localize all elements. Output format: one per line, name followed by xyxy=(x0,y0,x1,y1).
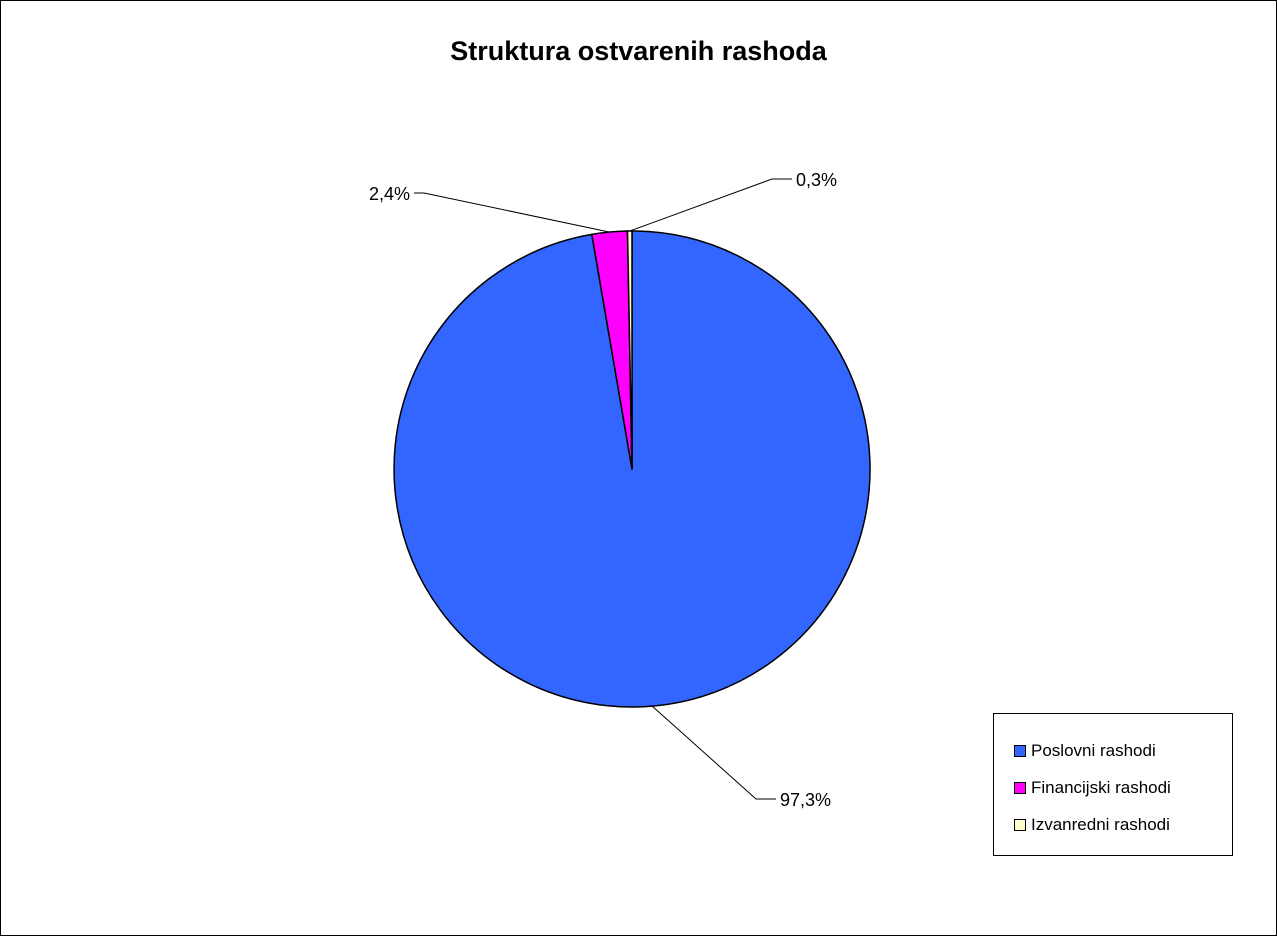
legend-item-izvanredni: Izvanredni rashodi xyxy=(1014,814,1170,836)
legend-item-financijski: Financijski rashodi xyxy=(1014,777,1171,799)
legend-label-financijski: Financijski rashodi xyxy=(1031,778,1171,797)
data-label-izvanredni: 0,3% xyxy=(796,170,837,190)
data-label-poslovni: 97,3% xyxy=(780,790,831,810)
legend: Poslovni rashodi Financijski rashodi Izv… xyxy=(993,713,1233,856)
pie-slice-izvanredni xyxy=(626,230,633,470)
legend-swatch-financijski xyxy=(1014,782,1026,794)
legend-swatch-poslovni xyxy=(1014,745,1026,757)
chart-title: Struktura ostvarenih rashoda xyxy=(450,36,827,66)
leader-line-izvanredni xyxy=(629,178,792,232)
pie-slices xyxy=(393,230,871,708)
legend-swatch-izvanredni xyxy=(1014,819,1026,831)
legend-label-poslovni: Poslovni rashodi xyxy=(1031,741,1156,760)
legend-label-izvanredni: Izvanredni rashodi xyxy=(1031,815,1170,834)
leader-lines xyxy=(414,178,792,800)
leader-line-financijski xyxy=(414,192,610,233)
legend-item-poslovni: Poslovni rashodi xyxy=(1014,740,1156,762)
data-label-financijski: 2,4% xyxy=(369,184,410,204)
leader-line-poslovni xyxy=(651,705,776,800)
data-labels: 97,3% 2,4% 0,3% xyxy=(369,170,837,810)
